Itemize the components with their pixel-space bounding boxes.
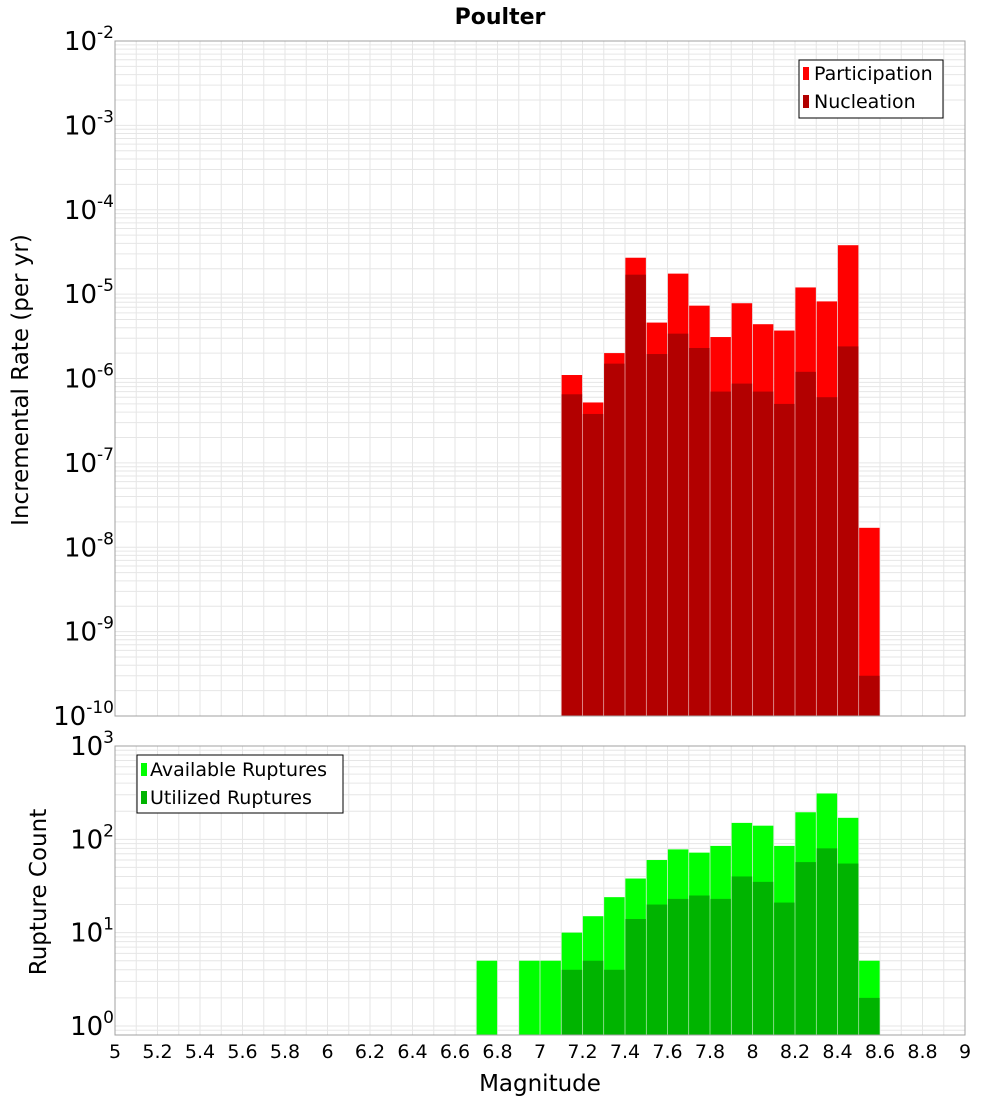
bar-utilized bbox=[816, 848, 838, 1035]
bar-nucleation bbox=[752, 391, 774, 716]
top-y-axis-label: Incremental Rate (per yr) bbox=[8, 234, 34, 526]
bar-nucleation bbox=[667, 333, 689, 716]
legend-label-utilized: Utilized Ruptures bbox=[150, 787, 312, 809]
bar-utilized bbox=[604, 969, 625, 1035]
bar-nucleation bbox=[837, 346, 859, 716]
bar-utilized bbox=[837, 863, 859, 1035]
x-tick-label: 6.2 bbox=[355, 1041, 385, 1063]
bottom-plot-frame bbox=[114, 745, 966, 1036]
legend-label-available: Available Ruptures bbox=[150, 759, 327, 781]
bottom-panel: 100 101 102 103 5 5.2 5.4 5.6 5.8 6 6.2 6.4 6.6 6.8 7… bbox=[26, 728, 971, 1097]
x-tick-label: 5.8 bbox=[270, 1041, 300, 1063]
legend-swatch-utilized bbox=[141, 791, 147, 804]
x-tick-label: 6.4 bbox=[397, 1041, 427, 1063]
bar-nucleation bbox=[795, 371, 816, 716]
x-tick-label: 8 bbox=[746, 1041, 758, 1063]
y-tick-label: 103 bbox=[70, 728, 114, 762]
x-tick-label: 6.8 bbox=[482, 1041, 512, 1063]
y-tick-label: 101 bbox=[70, 915, 114, 949]
bar-available bbox=[519, 960, 540, 1035]
bar-utilized bbox=[710, 898, 731, 1035]
top-panel: 10-10 10-9 10-8 10-7 10-6 10-5 10-4 10-3 10-2 In… bbox=[8, 23, 966, 732]
bar-nucleation bbox=[582, 413, 604, 716]
bar-nucleation bbox=[646, 354, 668, 716]
x-tick-label: 7 bbox=[534, 1041, 546, 1063]
x-axis-label: Magnitude bbox=[479, 1071, 601, 1097]
x-tick-label: 6 bbox=[321, 1041, 333, 1063]
bottom-y-ticks: 100 101 102 103 bbox=[70, 728, 114, 1042]
x-ticks: 5 5.2 5.4 5.6 5.8 6 6.2 6.4 6.6 6.8 7 7.2 7.4 7.6 7.8 8… bbox=[109, 1041, 971, 1063]
x-tick-label: 7.4 bbox=[610, 1041, 640, 1063]
y-tick-label: 10-7 bbox=[64, 445, 114, 479]
legend-label-participation: Participation bbox=[814, 63, 933, 85]
y-tick-label: 10-6 bbox=[64, 361, 114, 395]
y-tick-label: 10-5 bbox=[64, 276, 114, 310]
x-tick-label: 8.8 bbox=[907, 1041, 937, 1063]
top-legend: Participation Nucleation bbox=[798, 59, 944, 119]
bar-nucleation bbox=[731, 383, 753, 716]
y-tick-label: 10-8 bbox=[64, 529, 114, 563]
x-tick-label: 7.6 bbox=[652, 1041, 682, 1063]
bar-utilized bbox=[667, 898, 689, 1035]
bar-available bbox=[476, 960, 498, 1035]
bar-utilized bbox=[646, 904, 668, 1035]
bar-utilized bbox=[689, 895, 710, 1035]
top-legend-box bbox=[798, 59, 944, 119]
bar-nucleation bbox=[625, 274, 646, 716]
y-tick-label: 10-2 bbox=[64, 23, 114, 57]
bar-utilized bbox=[774, 902, 795, 1035]
y-tick-label: 10-4 bbox=[64, 192, 114, 226]
bar-participation bbox=[859, 527, 880, 716]
bar-nucleation bbox=[816, 397, 838, 716]
bar-utilized bbox=[561, 969, 583, 1035]
x-tick-label: 7.8 bbox=[695, 1041, 725, 1063]
x-tick-label: 8.6 bbox=[865, 1041, 895, 1063]
top-bars bbox=[561, 245, 880, 717]
bar-utilized bbox=[795, 862, 816, 1035]
bar-utilized bbox=[859, 997, 880, 1035]
top-y-ticks: 10-10 10-9 10-8 10-7 10-6 10-5 10-4 10-3 10-2 bbox=[53, 23, 114, 732]
bar-nucleation bbox=[859, 675, 880, 716]
bar-utilized bbox=[582, 960, 604, 1035]
bottom-y-axis-label: Rupture Count bbox=[26, 809, 52, 975]
x-tick-label: 5 bbox=[109, 1041, 121, 1063]
legend-swatch-available bbox=[141, 763, 147, 776]
legend-swatch-participation bbox=[803, 67, 809, 80]
y-tick-label: 102 bbox=[70, 821, 114, 855]
x-tick-label: 6.6 bbox=[440, 1041, 470, 1063]
x-tick-label: 9 bbox=[959, 1041, 971, 1063]
chart-title: Poulter bbox=[455, 5, 546, 30]
bar-nucleation bbox=[710, 391, 731, 716]
y-tick-label: 10-10 bbox=[53, 698, 114, 732]
bottom-bars bbox=[476, 793, 880, 1035]
x-tick-label: 8.4 bbox=[822, 1041, 852, 1063]
y-tick-label: 100 bbox=[70, 1008, 114, 1042]
bar-utilized bbox=[731, 876, 753, 1035]
x-tick-label: 8.2 bbox=[780, 1041, 810, 1063]
x-tick-label: 7.2 bbox=[567, 1041, 597, 1063]
x-tick-label: 5.4 bbox=[185, 1041, 215, 1063]
bottom-legend: Available Ruptures Utilized Ruptures bbox=[136, 754, 344, 814]
x-tick-label: 5.2 bbox=[142, 1041, 172, 1063]
bar-nucleation bbox=[604, 363, 625, 716]
x-tick-label: 5.6 bbox=[227, 1041, 257, 1063]
legend-label-nucleation: Nucleation bbox=[814, 91, 916, 113]
bar-available bbox=[540, 960, 561, 1035]
bar-utilized bbox=[752, 881, 774, 1035]
y-tick-label: 10-9 bbox=[64, 614, 114, 648]
y-tick-label: 10-3 bbox=[64, 107, 114, 141]
top-grid bbox=[114, 40, 966, 717]
bar-utilized bbox=[625, 919, 646, 1035]
bar-nucleation bbox=[689, 347, 710, 716]
bottom-legend-box bbox=[136, 754, 344, 814]
legend-swatch-nucleation bbox=[803, 95, 809, 108]
bar-nucleation bbox=[561, 394, 583, 716]
bar-nucleation bbox=[774, 403, 795, 716]
top-plot-frame bbox=[114, 40, 966, 717]
